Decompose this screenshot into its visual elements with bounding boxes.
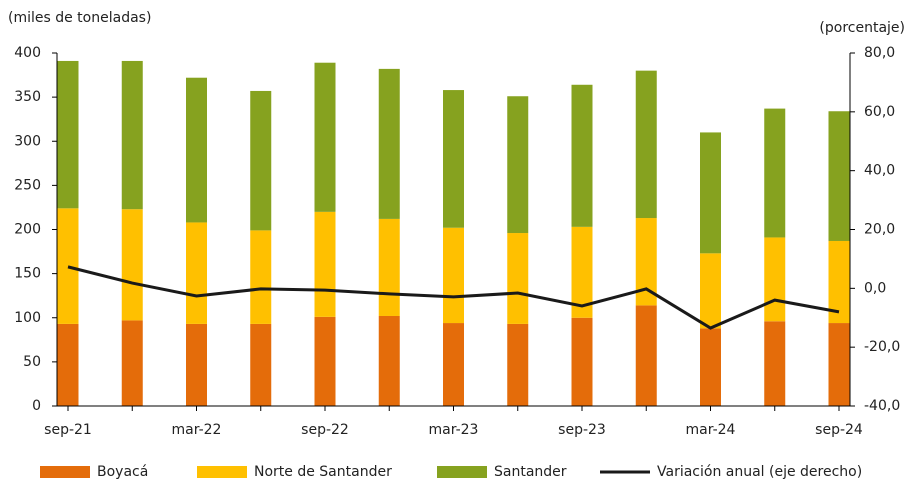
- bar: [764, 108, 786, 238]
- legend-label: Variación anual (eje derecho): [657, 464, 862, 480]
- bar: [443, 227, 464, 324]
- bar: [121, 209, 143, 321]
- y-tick-label: 250: [14, 177, 41, 193]
- bar: [378, 218, 400, 316]
- bar: [314, 316, 336, 406]
- y2-axis-label: (porcentaje): [819, 20, 905, 36]
- bar: [700, 328, 721, 406]
- y-tick-label: 150: [14, 266, 41, 282]
- y-tick-label: 200: [14, 222, 41, 238]
- bar: [250, 230, 272, 324]
- legend-label: Norte de Santander: [254, 464, 392, 480]
- bar: [314, 62, 336, 212]
- legend-label: Santander: [494, 464, 567, 480]
- bar: [186, 77, 207, 223]
- legend-label: Boyacá: [97, 464, 148, 480]
- y2-tick-label: 40,0: [864, 163, 895, 179]
- bar: [378, 315, 400, 406]
- line: [67, 265, 840, 330]
- bar: [828, 111, 850, 241]
- x-tick-label: sep-24: [815, 422, 863, 438]
- y2-tick-label: 0,0: [864, 280, 886, 296]
- bar: [828, 240, 850, 324]
- bar: [507, 323, 529, 406]
- x-tick-label: sep-23: [558, 422, 606, 438]
- bar: [828, 323, 850, 406]
- y2-tick-label: 80,0: [864, 45, 895, 61]
- bar: [186, 222, 207, 324]
- bar: [57, 323, 79, 406]
- y2-tick-label: 60,0: [864, 104, 895, 120]
- bar: [314, 211, 336, 317]
- bar: [443, 90, 464, 228]
- y-tick-label: 50: [23, 354, 41, 370]
- bar: [250, 323, 272, 406]
- bar: [700, 253, 721, 329]
- bar: [250, 90, 272, 231]
- bar: [635, 305, 657, 406]
- bar: [186, 323, 207, 406]
- x-tick-label: mar-23: [429, 422, 479, 438]
- legend-swatch: [40, 466, 90, 478]
- bar: [121, 60, 143, 210]
- x-tick-label: sep-22: [301, 422, 349, 438]
- legend-swatch: [437, 466, 487, 478]
- bar: [507, 96, 529, 234]
- y-tick-label: 350: [14, 89, 41, 105]
- bar: [764, 321, 786, 406]
- bar: [635, 70, 657, 219]
- y-tick-label: 0: [32, 398, 41, 414]
- legend-swatch: [197, 466, 247, 478]
- bar: [378, 68, 400, 219]
- bar: [571, 226, 593, 318]
- bar: [764, 237, 786, 322]
- bar: [121, 320, 143, 406]
- x-tick-label: sep-21: [44, 422, 92, 438]
- x-tick-label: mar-24: [686, 422, 736, 438]
- bar: [57, 60, 79, 209]
- bar: [507, 233, 529, 324]
- y-tick-label: 300: [14, 133, 41, 149]
- bar: [635, 218, 657, 306]
- y-axis-label: (miles de toneladas): [8, 10, 151, 26]
- y2-tick-label: -40,0: [864, 398, 900, 414]
- y2-tick-label: 20,0: [864, 222, 895, 238]
- y-tick-label: 100: [14, 310, 41, 326]
- y2-tick-label: -20,0: [864, 339, 900, 355]
- bar: [57, 208, 79, 324]
- bar: [700, 132, 721, 254]
- y-tick-label: 400: [14, 45, 41, 61]
- x-tick-label: mar-22: [172, 422, 222, 438]
- bar: [571, 84, 593, 227]
- bar: [571, 317, 593, 406]
- bar: [443, 323, 464, 406]
